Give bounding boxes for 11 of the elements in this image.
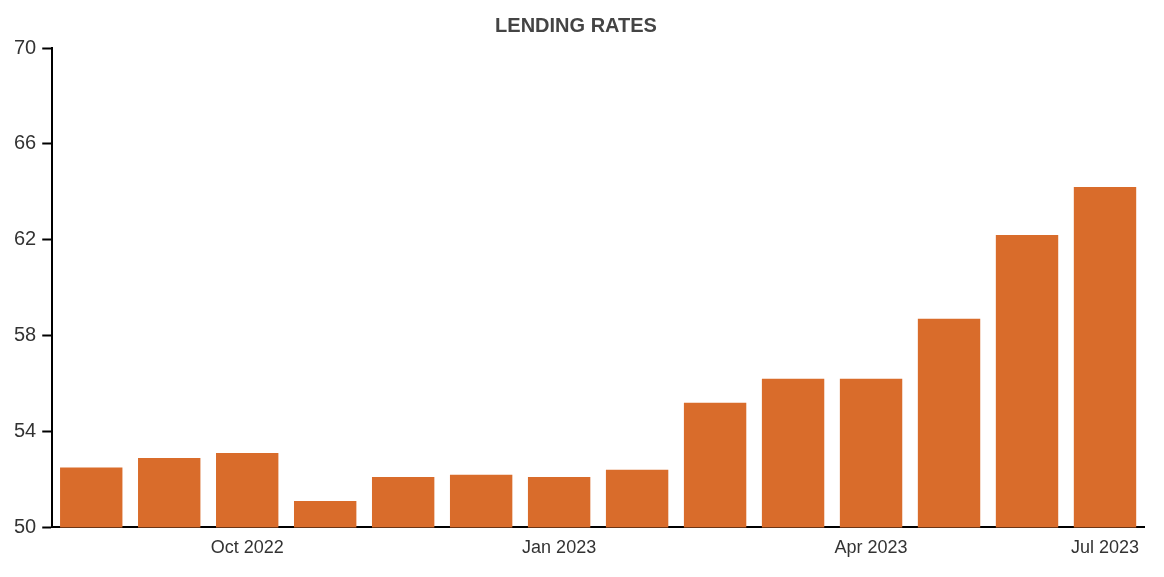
y-tick-label: 58	[14, 323, 37, 346]
x-tick-label: Apr 2023	[834, 537, 908, 558]
x-tick-label: Oct 2022	[210, 537, 284, 558]
x-tick-label: Jan 2023	[522, 537, 597, 558]
y-tick-label: 62	[14, 227, 37, 250]
y-tick-label: 50	[14, 514, 37, 537]
y-tick-label: 70	[14, 35, 37, 58]
chart-title: LENDING RATES	[495, 13, 657, 36]
y-tick-label: 54	[14, 419, 37, 442]
y-tick-label: 66	[14, 131, 37, 154]
x-tick-label: Jul 2023	[1070, 537, 1140, 558]
